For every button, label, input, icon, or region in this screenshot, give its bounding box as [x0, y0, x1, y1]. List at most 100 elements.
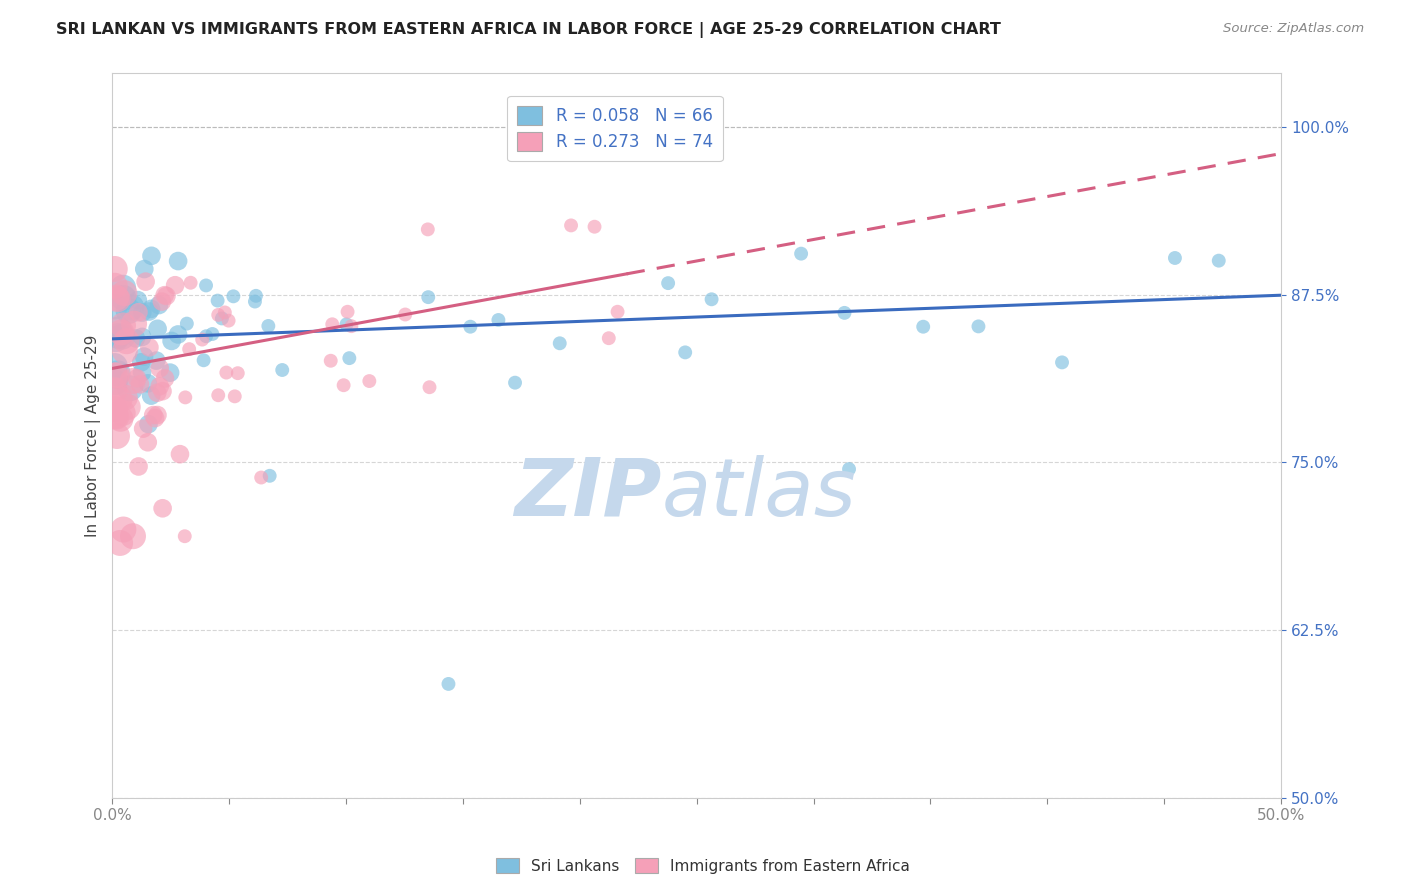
Point [104, 278, 127, 293]
Point [195, 278, 218, 293]
Point [214, 305, 236, 319]
Point [271, 363, 294, 377]
Point [152, 384, 174, 399]
Point [180, 276, 202, 290]
Point [149, 361, 172, 376]
Point [167, 254, 190, 268]
Point [120, 301, 142, 315]
Point [195, 329, 218, 343]
Point [243, 294, 266, 309]
Point [107, 292, 129, 306]
Point [215, 366, 238, 380]
Point [146, 408, 169, 422]
Point [437, 677, 460, 691]
Point [160, 334, 183, 348]
Point [336, 305, 359, 319]
Point [122, 317, 145, 331]
Point [321, 318, 343, 332]
Point [105, 368, 128, 383]
Point [136, 376, 159, 391]
Point [250, 470, 273, 484]
Point [418, 380, 440, 394]
Point [104, 299, 127, 313]
Point [108, 392, 131, 406]
Point [167, 327, 190, 342]
Point [112, 281, 135, 295]
Point [222, 289, 245, 303]
Point [340, 319, 363, 334]
Point [148, 298, 170, 312]
Point [117, 400, 139, 414]
Point [146, 385, 169, 400]
Point [104, 359, 127, 373]
Point [107, 329, 129, 343]
Point [155, 289, 177, 303]
Point [141, 249, 163, 263]
Point [838, 462, 860, 476]
Point [218, 313, 240, 327]
Point [131, 330, 153, 344]
Point [104, 376, 127, 390]
Point [335, 318, 357, 332]
Point [834, 306, 856, 320]
Point [114, 344, 136, 359]
Point [207, 388, 229, 402]
Point [110, 411, 132, 425]
Point [1208, 253, 1230, 268]
Point [145, 353, 167, 368]
Point [207, 308, 229, 322]
Point [127, 305, 149, 319]
Point [583, 219, 606, 234]
Point [108, 322, 131, 336]
Point [606, 304, 628, 318]
Point [112, 291, 135, 305]
Point [105, 409, 128, 424]
Point [142, 408, 165, 422]
Point [548, 336, 571, 351]
Text: Source: ZipAtlas.com: Source: ZipAtlas.com [1223, 22, 1364, 36]
Point [191, 333, 214, 347]
Point [114, 391, 136, 405]
Point [120, 381, 142, 395]
Point [104, 262, 127, 277]
Point [967, 319, 990, 334]
Point [159, 366, 181, 380]
Point [201, 326, 224, 341]
Point [176, 317, 198, 331]
Point [104, 409, 127, 423]
Point [141, 389, 163, 403]
Point [136, 435, 159, 450]
Point [111, 318, 134, 333]
Y-axis label: In Labor Force | Age 25-29: In Labor Force | Age 25-29 [86, 334, 101, 537]
Point [105, 291, 128, 305]
Text: atlas: atlas [662, 455, 856, 533]
Point [131, 305, 153, 319]
Point [173, 529, 195, 543]
Legend: Sri Lankans, Immigrants from Eastern Africa: Sri Lankans, Immigrants from Eastern Afr… [489, 852, 917, 880]
Point [134, 262, 156, 277]
Legend: R = 0.058   N = 66, R = 0.273   N = 74: R = 0.058 N = 66, R = 0.273 N = 74 [508, 95, 723, 161]
Point [105, 429, 128, 443]
Point [657, 276, 679, 290]
Point [150, 294, 173, 309]
Point [107, 366, 129, 380]
Point [257, 318, 280, 333]
Point [139, 301, 162, 316]
Point [790, 246, 813, 260]
Point [121, 374, 143, 388]
Point [104, 384, 127, 398]
Point [245, 289, 267, 303]
Point [118, 304, 141, 318]
Point [129, 355, 152, 369]
Point [146, 322, 169, 336]
Point [138, 417, 160, 431]
Point [111, 329, 134, 343]
Point [193, 353, 215, 368]
Point [503, 376, 526, 390]
Point [174, 391, 197, 405]
Point [132, 350, 155, 364]
Point [1050, 355, 1073, 369]
Text: ZIP: ZIP [515, 455, 662, 533]
Point [226, 366, 249, 380]
Point [128, 459, 150, 474]
